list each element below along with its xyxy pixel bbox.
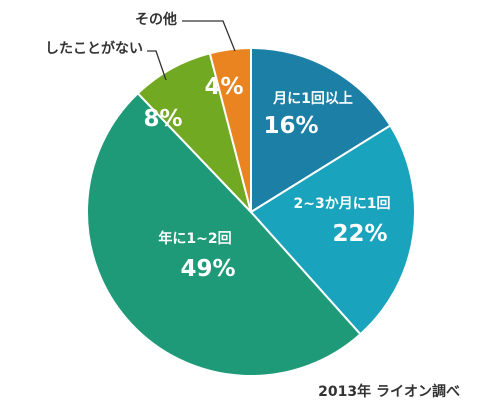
source-note: 2013年 ライオン調べ [318, 384, 460, 400]
slice-monthly [250, 46, 392, 214]
slice-other-leader-line [182, 20, 236, 52]
slice-monthly-value: 16% [263, 113, 318, 139]
slice-never-label: したことがない [45, 40, 143, 57]
slice-bimonthly [249, 124, 416, 336]
slice-yearly-value: 49% [180, 256, 235, 282]
slice-never-value: 8% [143, 106, 182, 132]
slice-never-leader-line [147, 50, 167, 81]
slice-bimonthly-label: 2~3か月に1回 [294, 196, 391, 212]
slice-other [208, 46, 252, 213]
slice-bimonthly-value: 22% [332, 221, 387, 247]
slice-yearly-label: 年に1~2回 [158, 230, 231, 247]
slice-other-value: 4% [204, 74, 243, 100]
slice-other-label: その他 [135, 11, 177, 28]
slice-yearly [86, 91, 362, 377]
slice-monthly-label: 月に1回以上 [272, 91, 353, 107]
